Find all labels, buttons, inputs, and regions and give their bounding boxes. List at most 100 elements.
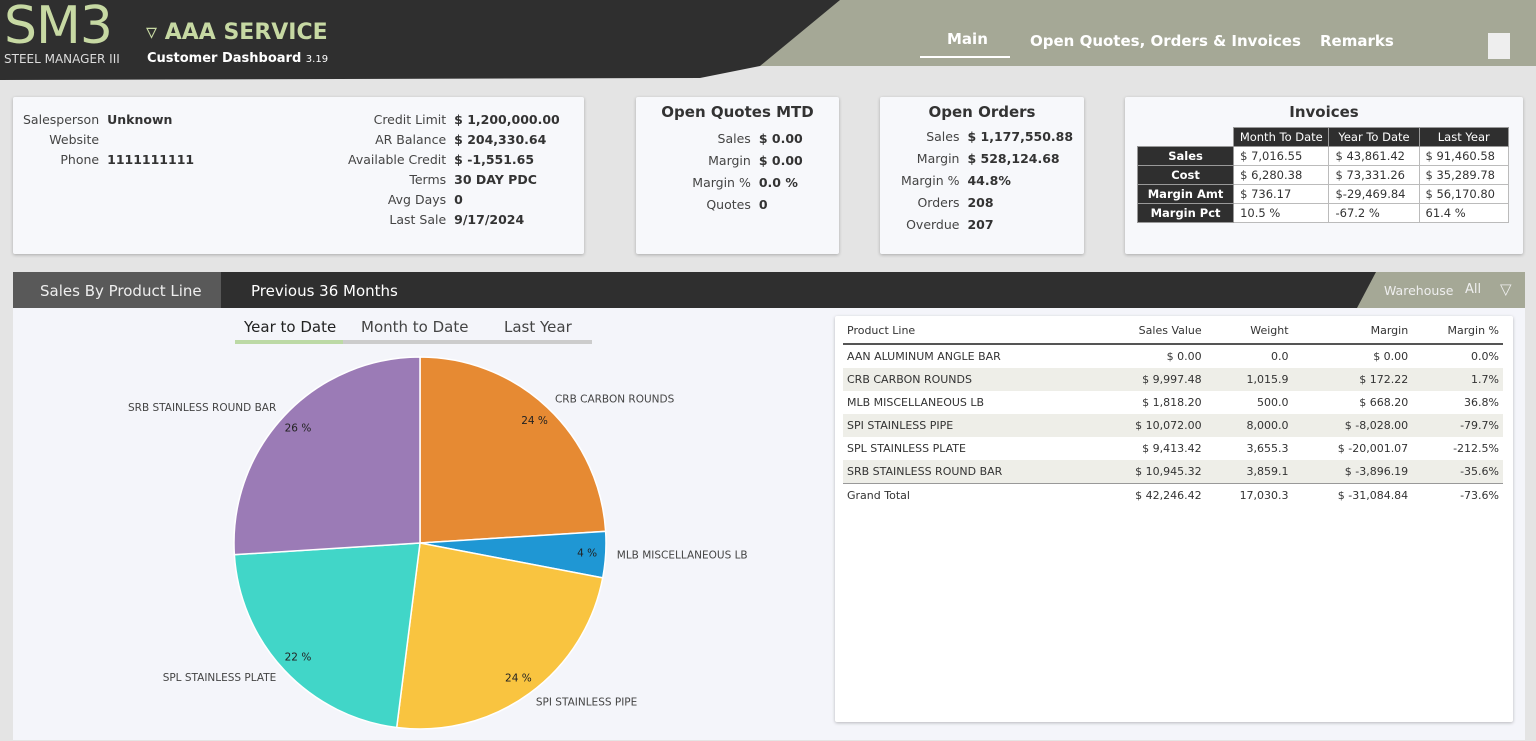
field-value: Unknown (107, 112, 173, 127)
cell: $ 0.00 (1166, 350, 1202, 363)
field-label: Website (49, 132, 100, 147)
field-value: $ 0.00 (758, 131, 803, 146)
card-title: Open Orders (928, 103, 1036, 121)
row-header: Margin Amt (1136, 184, 1235, 204)
info-card: Salesperson Unknown Website Phone 1111111111… (13, 97, 584, 254)
cell: $ -8,028.00 (1344, 419, 1409, 432)
tab-bar-bg (13, 272, 1525, 308)
field-label: Terms (409, 172, 447, 187)
filter-icon[interactable]: ▽ (1500, 280, 1512, 298)
field-label: Margin (708, 153, 751, 168)
row-header: Cost (1136, 165, 1235, 185)
subtab-indicator (235, 340, 343, 344)
cell: -35.6% (1460, 465, 1499, 478)
table-row: SPI STAINLESS PIPE $ 10,072.00 8,000.0 $ -8… (843, 414, 1503, 437)
subtab[interactable]: Month to Date (361, 318, 469, 336)
slice-category-label: SRB STAINLESS ROUND BAR (128, 402, 276, 414)
field-label: Available Credit (348, 152, 447, 167)
tab[interactable]: Previous 36 Months (251, 282, 398, 300)
pie-slice (419, 356, 607, 544)
table-row: CRB CARBON ROUNDS $ 9,997.48 1,015.9 $ 172.… (843, 368, 1503, 391)
cell: -212.5% (1453, 442, 1499, 455)
column-header: Sales Value (1092, 318, 1206, 345)
slice-value-label: 24 % (521, 415, 548, 427)
field-value: $ 0.00 (758, 153, 803, 168)
cell: $ 172.22 (1359, 373, 1409, 386)
cell: $ 35,289.78 (1418, 165, 1509, 185)
quotes-card: Open Quotes MTD Sales $ 0.00 Margin $ 0.00 M… (636, 97, 839, 254)
cell: $ 6,280.38 (1233, 165, 1330, 185)
user-icon[interactable] (1488, 33, 1510, 59)
cell: $ -3,896.19 (1344, 465, 1409, 478)
product-table: Product Line Sales Value Weight Margin Margi… (843, 318, 1503, 507)
tab[interactable]: Sales By Product Line (40, 282, 202, 300)
slice-category-label: SPI STAINLESS PIPE (536, 697, 637, 709)
field-label: AR Balance (375, 132, 447, 147)
field-label: Margin % (692, 175, 751, 190)
header-row: Month To Date Year To Date Last Year (1138, 127, 1509, 147)
app-title: Customer Dashboard 3.19 (147, 51, 328, 66)
cell: $ 10,072.00 (1135, 419, 1202, 432)
invoice-row: Cost $ 6,280.38 $ 73,331.26 $ 35,289.78 (1136, 165, 1509, 185)
cell: $ 91,460.58 (1418, 146, 1509, 166)
field-label: Sales (717, 131, 751, 146)
quotes-list: Sales $ 0.00 Margin $ 0.00 Margin % 0.0 % Quot… (656, 131, 839, 212)
cell: $ -20,001.07 (1337, 442, 1409, 455)
total-cell: $ 42,246.42 (1092, 483, 1206, 507)
cell: $ 56,170.80 (1418, 184, 1509, 204)
nav-item[interactable]: Open Quotes, Orders & Invoices (1030, 32, 1301, 50)
field-value: 0 (454, 192, 463, 207)
subtab[interactable]: Last Year (504, 318, 572, 336)
field-label: Quotes (706, 197, 751, 212)
subtab[interactable]: Year to Date (244, 318, 337, 336)
warehouse-value[interactable]: All (1465, 282, 1482, 297)
cell: 36.8% (1464, 396, 1499, 409)
field-value: $ 1,200,000.00 (454, 112, 560, 127)
field-value (107, 132, 194, 147)
total-cell: $ -31,084.84 (1292, 483, 1413, 507)
cell: $ 73,331.26 (1328, 165, 1420, 185)
customer-name: ▿ AAA SERVICE (146, 20, 328, 45)
field-label: Credit Limit (373, 112, 447, 127)
nav-item[interactable]: Remarks (1320, 32, 1394, 50)
subtab-bar (235, 340, 592, 344)
cell: $ 9,997.48 (1142, 373, 1202, 386)
field-label: Sales (926, 129, 960, 144)
cell: $ 668.20 (1359, 396, 1409, 409)
field-value: 207 (967, 217, 994, 232)
field-value: 30 DAY PDC (454, 172, 537, 187)
cell: 1,015.9 (1246, 373, 1289, 386)
column-header: Last Year (1418, 127, 1509, 147)
cell: -79.7% (1460, 419, 1499, 432)
cell: 10.5 % (1233, 203, 1330, 223)
cell: 61.4 % (1418, 203, 1509, 223)
nav-item[interactable]: Main (947, 30, 988, 48)
cell: 0.0 (1271, 350, 1289, 363)
invoice-row: Margin Amt $ 736.17 $-29,469.84 $ 56,170.80 (1136, 184, 1509, 204)
row-header: Sales (1136, 146, 1235, 166)
cell: $ 9,413.42 (1142, 442, 1202, 455)
cell: $-29,469.84 (1328, 184, 1420, 204)
field-value: 0.0 % (758, 175, 798, 190)
cell: 3,655.3 (1246, 442, 1289, 455)
slice-value-label: 26 % (285, 422, 312, 434)
field-value: 208 (967, 195, 994, 210)
column-header: Margin (1292, 318, 1413, 345)
invoice-row: Margin Pct 10.5 % -67.2 % 61.4 % (1136, 203, 1509, 223)
cell: SPL STAINLESS PLATE (847, 442, 966, 455)
field-value: $ 1,177,550.88 (967, 129, 1074, 144)
logo-sub: STEEL MANAGER III (4, 52, 120, 66)
cell: CRB CARBON ROUNDS (847, 373, 972, 386)
product-table-card: Product Line Sales Value Weight Margin Margi… (835, 316, 1513, 722)
slice-value-label: 24 % (505, 672, 532, 684)
version: 3.19 (305, 54, 329, 65)
header-row: Product Line Sales Value Weight Margin Margi… (843, 318, 1503, 345)
pie-chart: 24 % CRB CARBON ROUNDS 4 % MLB MISCELLANEOU… (128, 356, 748, 730)
tab-bar (13, 272, 1525, 308)
warehouse-bg (1357, 272, 1525, 308)
tab-active-bg (13, 272, 221, 308)
header-dark (0, 0, 840, 80)
header-bg (0, 0, 1536, 80)
total-cell: 17,030.3 (1205, 483, 1293, 507)
